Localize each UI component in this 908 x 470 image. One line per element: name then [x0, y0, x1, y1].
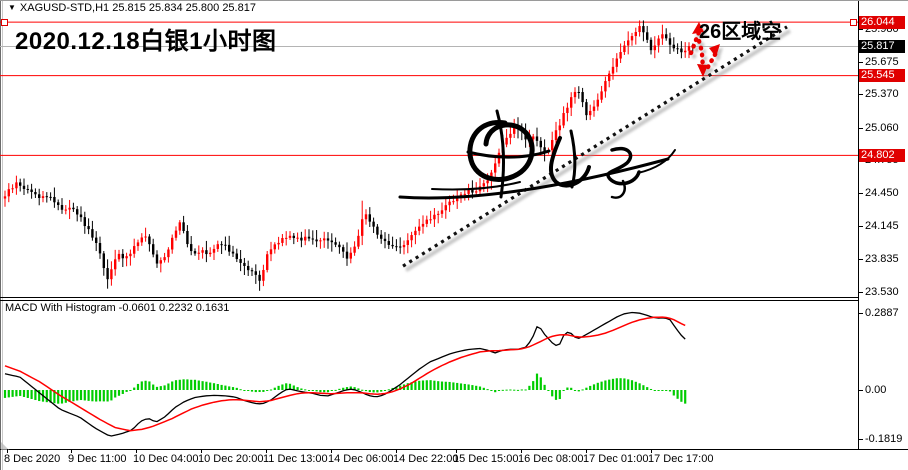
- window-left-border: [0, 1, 1, 470]
- window-left-border-inner: [2, 1, 3, 470]
- time-tick-mark: [651, 449, 652, 453]
- price-tick-mark: [858, 61, 863, 63]
- macd-histogram: [3, 373, 687, 404]
- price-tick-mark: [858, 225, 863, 227]
- price-tick-label: 24.145: [865, 219, 899, 232]
- price-tick-mark: [858, 291, 863, 293]
- time-axis-label: 8 Dec 2020: [4, 453, 61, 465]
- price-badge-25.545: 25.545: [859, 69, 905, 83]
- time-axis-label: 10 Dec 04:00: [133, 453, 199, 465]
- time-axis-label: 17 Dec 01:00: [583, 453, 649, 465]
- symbol-info-row[interactable]: ▼ XAGUSD-STD,H1 25.815 25.834 25.800 25.8…: [8, 2, 256, 14]
- time-axis-label: 10 Dec 20:00: [198, 453, 264, 465]
- time-axis-label: 9 Dec 11:00: [68, 453, 127, 465]
- price-tick-label: 23.530: [865, 285, 899, 298]
- signature-watermark: [398, 109, 676, 200]
- price-badge-26.044: 26.044: [859, 15, 905, 29]
- time-axis-label: 14 Dec 06:00: [328, 453, 394, 465]
- chart-title-overlay: 2020.12.18白银1小时图: [15, 28, 277, 55]
- macd-tick-mark: [858, 390, 863, 391]
- price-axis-line: [858, 1, 859, 449]
- time-tick-mark: [586, 449, 587, 453]
- time-axis-line: [0, 449, 908, 450]
- price-tick-label: 24.450: [865, 187, 899, 200]
- symbol-quote-text: XAGUSD-STD,H1 25.815 25.834 25.800 25.81…: [19, 2, 256, 14]
- level-handle-left[interactable]: [0, 18, 8, 26]
- macd-signal-line: [4, 316, 686, 432]
- price-tick-mark: [858, 259, 863, 261]
- resize-grip-icon[interactable]: [1, 442, 9, 450]
- time-tick-mark: [396, 449, 397, 453]
- price-tick-label: 25.370: [865, 88, 899, 101]
- price-tick-mark: [858, 29, 863, 30]
- chevron-down-icon[interactable]: ▼: [8, 3, 16, 12]
- time-axis-label: 11 Dec 13:00: [263, 453, 328, 465]
- macd-line: [4, 311, 686, 437]
- time-axis-label: 15 Dec 15:00: [453, 453, 519, 465]
- panel-separator-top[interactable]: [0, 297, 858, 298]
- price-badge-25.817: 25.817: [859, 39, 905, 53]
- time-tick-mark: [266, 449, 267, 453]
- price-tick-label: 23.835: [865, 253, 899, 266]
- macd-tick-label: 0.00: [865, 384, 887, 396]
- time-tick-mark: [456, 449, 457, 453]
- macd-indicator-label: MACD With Histogram -0.0601 0.2232 0.163…: [5, 302, 230, 314]
- price-tick-label: 25.060: [865, 121, 899, 134]
- price-tick-mark: [858, 94, 863, 96]
- time-axis-label: 17 Dec 17:00: [648, 453, 714, 465]
- price-tick-mark: [858, 193, 863, 195]
- time-axis-label: 14 Dec 22:00: [393, 453, 459, 465]
- time-tick-mark: [71, 449, 72, 453]
- time-tick-mark: [201, 449, 202, 453]
- time-axis-label: 16 Dec 08:00: [518, 453, 584, 465]
- time-tick-mark: [7, 449, 8, 453]
- time-tick-mark: [136, 449, 137, 453]
- panel-separator-bottom[interactable]: [0, 300, 858, 301]
- forecast-arrows[interactable]: [688, 22, 720, 77]
- macd-tick-mark: [858, 312, 863, 314]
- macd-tick-mark: [858, 438, 863, 440]
- price-tick-mark: [858, 127, 863, 129]
- price-badge-24.802: 24.802: [859, 148, 905, 162]
- macd-tick-label: -0.1819: [865, 432, 903, 445]
- level-handle-right[interactable]: [849, 18, 857, 26]
- time-tick-mark: [521, 449, 522, 453]
- price-tick-label: 25.675: [865, 55, 899, 68]
- macd-tick-label: 0.2887: [865, 306, 899, 319]
- dotted-trendline[interactable]: [402, 25, 788, 268]
- trendline-shadow: [404, 29, 792, 272]
- time-tick-mark: [331, 449, 332, 453]
- annotation-26-short-zone[interactable]: 26区域空: [699, 21, 782, 43]
